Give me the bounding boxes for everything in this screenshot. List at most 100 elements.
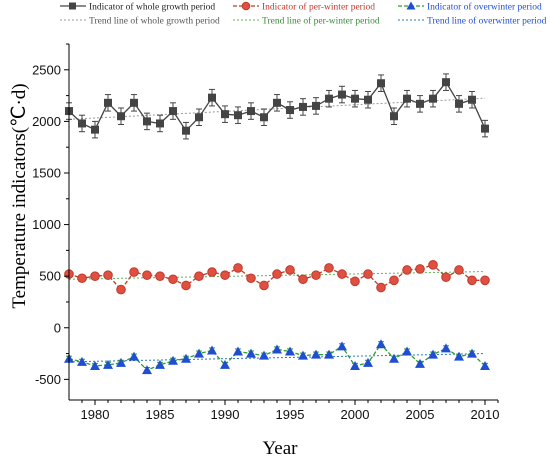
data-point-circle [155, 271, 165, 281]
data-point-circle [103, 270, 113, 280]
legend-label-overwinter: Indicator of overwinter period [427, 2, 542, 13]
data-point-triangle [337, 341, 347, 351]
legend-entry-per-winter: Indicator of per-winter period [233, 2, 375, 13]
data-point-square [403, 94, 411, 103]
axes: -500 0 500 1000 1500 2000 2500 1980 1985 1990 1995… [32, 43, 500, 422]
data-point-circle [350, 276, 360, 287]
data-point-circle [233, 263, 243, 273]
data-point-circle [324, 263, 334, 273]
y-tick-label: 2500 [32, 62, 61, 77]
data-point-triangle [90, 360, 100, 370]
data-point-triangle [285, 346, 295, 356]
series-line-2 [68, 343, 486, 371]
data-point-circle [415, 264, 425, 274]
data-point-triangle [194, 348, 204, 358]
legend-label-trend-overwinter: Trend line of overwinter period [427, 16, 547, 27]
data-point-triangle [441, 343, 451, 353]
x-tick-label: 2000 [341, 407, 370, 422]
data-point-circle [168, 274, 178, 285]
data-point-triangle [77, 356, 87, 366]
legend-entry-trend-whole: Trend line of whole growth period [60, 16, 220, 27]
data-point-square [156, 119, 164, 128]
data-point-triangle [350, 360, 360, 370]
data-point-circle [311, 270, 321, 280]
y-tick-label: 500 [39, 269, 61, 284]
data-point-square [78, 119, 86, 128]
data-point-circle [181, 280, 191, 291]
legend-entry-trend-overwinter: Trend line of overwinter period [398, 16, 547, 27]
data-point-triangle [168, 355, 178, 365]
data-point-circle [90, 271, 100, 281]
data-point-square [130, 98, 138, 107]
legend-entry-whole-growth: Indicator of whole growth period [60, 2, 215, 13]
data-point-square [143, 117, 151, 126]
data-point-triangle [454, 351, 464, 361]
data-point-circle [246, 273, 256, 284]
data-point-square [273, 98, 281, 107]
x-axis-title: Year [262, 438, 298, 459]
data-point-circle [441, 272, 451, 283]
x-tick-label: 2005 [406, 407, 435, 422]
y-axis-title: Temperature indicators(℃·d) [9, 83, 30, 308]
data-point-circle [402, 265, 412, 275]
data-point-circle [272, 269, 282, 279]
legend-marker-triangle [406, 1, 416, 10]
data-point-triangle [142, 365, 152, 375]
data-point-triangle [389, 353, 399, 363]
data-point-circle [480, 275, 490, 286]
legend-label-trend-whole: Trend line of whole growth period [89, 16, 220, 27]
data-point-circle [298, 274, 308, 285]
data-point-square [416, 99, 424, 108]
data-point-square [468, 95, 476, 104]
data-point-triangle [220, 359, 230, 369]
data-point-circle [129, 267, 139, 277]
data-point-circle [467, 275, 477, 286]
data-point-triangle [363, 357, 373, 367]
data-point-circle [259, 280, 269, 291]
data-point-square [169, 107, 177, 116]
data-point-circle [389, 275, 399, 286]
data-point-circle [194, 271, 204, 281]
legend-marker-circle [241, 1, 251, 11]
data-point-circle [363, 269, 373, 279]
data-point-circle [142, 270, 152, 280]
data-point-circle [285, 265, 295, 275]
data-point-square [351, 94, 359, 103]
data-point-square [325, 94, 333, 103]
data-point-triangle [259, 350, 269, 360]
data-point-square [364, 95, 372, 104]
data-point-square [481, 124, 489, 133]
data-point-triangle [155, 359, 165, 369]
data-point-triangle [246, 348, 256, 358]
data-point-circle [220, 270, 230, 280]
data-point-circle [428, 260, 438, 270]
data-point-triangle [129, 351, 139, 361]
data-point-square [104, 98, 112, 107]
x-tick-label: 1990 [211, 407, 240, 422]
y-tick-label: 1000 [32, 217, 61, 232]
legend-entry-trend-per-winter: Trend line of per-winter period [233, 16, 380, 27]
data-point-circle [116, 284, 126, 295]
x-tick-label: 1980 [81, 407, 110, 422]
y-tick-label: 2000 [32, 114, 61, 129]
data-point-triangle [402, 346, 412, 356]
y-tick-label: 0 [54, 320, 61, 335]
x-tick-label: 2010 [471, 407, 500, 422]
data-point-triangle [428, 349, 438, 359]
legend-label-trend-per-winter: Trend line of per-winter period [262, 16, 380, 27]
data-point-square [260, 113, 268, 122]
legend-marker-square [69, 2, 76, 10]
data-point-circle [376, 282, 386, 293]
legend-label-whole-growth: Indicator of whole growth period [89, 2, 215, 13]
data-point-square [117, 112, 125, 121]
data-point-circle [77, 273, 87, 284]
data-point-circle [337, 269, 347, 279]
x-tick-label: 1985 [146, 407, 175, 422]
data-point-square [195, 113, 203, 122]
y-tick-label: 1500 [32, 165, 61, 180]
data-point-square [390, 112, 398, 121]
data-point-square [286, 106, 294, 115]
data-point-triangle [311, 349, 321, 359]
data-point-triangle [233, 346, 243, 356]
